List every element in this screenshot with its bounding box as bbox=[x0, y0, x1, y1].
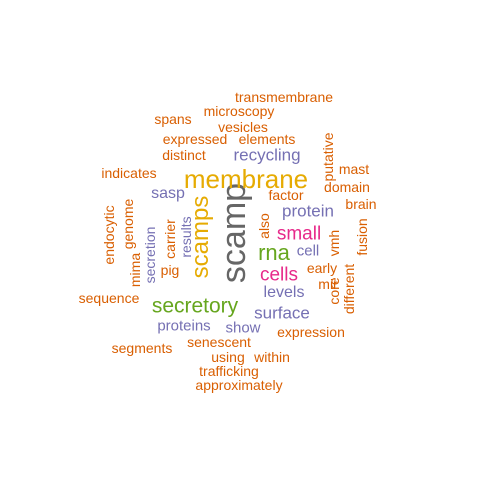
word-pig: pig bbox=[160, 262, 180, 278]
word-putative: putative bbox=[320, 132, 336, 182]
word-elements: elements bbox=[238, 131, 296, 147]
word-mast: mast bbox=[338, 161, 370, 177]
word-segments: segments bbox=[111, 340, 173, 356]
word-genome: genome bbox=[120, 198, 136, 250]
word-rna: rna bbox=[258, 240, 290, 265]
word-transmembrane: transmembrane bbox=[234, 89, 334, 105]
word-cell: cell bbox=[296, 242, 320, 260]
word-core: core bbox=[326, 277, 342, 305]
word-distinct: distinct bbox=[162, 147, 206, 163]
word-sasp: sasp bbox=[151, 185, 185, 202]
word-indicates: indicates bbox=[101, 165, 157, 181]
word-within: within bbox=[254, 349, 290, 365]
word-recycling: recycling bbox=[233, 145, 301, 165]
word-surface: surface bbox=[254, 303, 310, 323]
word-mima: mima bbox=[127, 252, 143, 288]
word-microscopy: microscopy bbox=[203, 103, 275, 119]
word-early: early bbox=[306, 260, 338, 276]
word-factor: factor bbox=[268, 187, 304, 203]
word-endocytic: endocytic bbox=[101, 205, 117, 265]
word-show: show bbox=[225, 319, 261, 337]
word-cells: cells bbox=[259, 264, 299, 286]
word-proteins: proteins bbox=[157, 317, 211, 335]
word-different: different bbox=[341, 263, 357, 315]
word-using: using bbox=[211, 349, 245, 365]
word-secretion: secretion bbox=[142, 226, 158, 284]
word-fusion: fusion bbox=[354, 218, 370, 256]
word-vmh: vmh bbox=[326, 229, 342, 257]
word-expression: expression bbox=[277, 324, 345, 340]
word-protein: protein bbox=[282, 201, 334, 221]
word-sequence: sequence bbox=[78, 290, 140, 306]
word-spans: spans bbox=[154, 111, 192, 127]
word-membrane: membrane bbox=[183, 164, 309, 194]
word-expressed: expressed bbox=[162, 131, 228, 147]
word-scamp: scamp bbox=[215, 182, 253, 284]
word-approximately: approximately bbox=[195, 377, 283, 393]
word-levels: levels bbox=[263, 284, 305, 301]
word-small: small bbox=[276, 223, 322, 245]
word-mir: mir bbox=[318, 276, 338, 292]
word-carrier: carrier bbox=[162, 219, 178, 259]
word-also: also bbox=[256, 213, 272, 239]
word-trafficking: trafficking bbox=[199, 363, 259, 379]
word-results: results bbox=[178, 216, 194, 258]
word-senescent: senescent bbox=[187, 334, 251, 350]
word-brain: brain bbox=[345, 196, 377, 212]
word-secretory: secretory bbox=[151, 294, 239, 318]
word-domain: domain bbox=[324, 179, 370, 195]
word-vesicles: vesicles bbox=[218, 119, 268, 135]
